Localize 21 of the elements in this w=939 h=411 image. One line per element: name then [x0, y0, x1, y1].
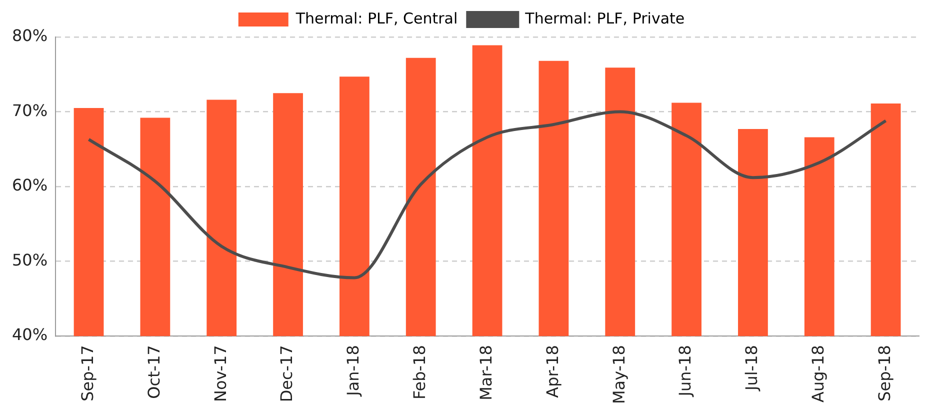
line-series: [87, 110, 888, 280]
x-tick-label: Oct-17: [144, 345, 164, 399]
y-tick-label: 60%: [12, 176, 48, 195]
y-tick-label: 50%: [12, 250, 48, 270]
x-tick-label: Aug-18: [808, 345, 828, 402]
x-tick-label: Apr-18: [542, 345, 562, 398]
y-tick-label: 80%: [12, 26, 48, 46]
x-tick-label: Sep-18: [874, 345, 894, 402]
x-tick-label: Feb-18: [410, 345, 430, 400]
x-tick-label: Jun-18: [676, 345, 695, 398]
x-tick-label: Dec-17: [277, 345, 296, 402]
y-tick-label: 40%: [12, 325, 48, 344]
x-tick-label: Sep-17: [78, 345, 97, 402]
x-tick-label: May-18: [609, 345, 628, 404]
x-tick-label: Nov-17: [210, 345, 230, 402]
x-tick-label: Jul-18: [742, 345, 762, 392]
x-tick-label: Jan-18: [344, 345, 363, 397]
legend-label: Thermal: PLF, Private: [524, 9, 685, 28]
legend-label: Thermal: PLF, Central: [294, 9, 458, 28]
y-tick-label: 70%: [12, 100, 48, 120]
x-tick-label: Mar-18: [476, 345, 496, 400]
